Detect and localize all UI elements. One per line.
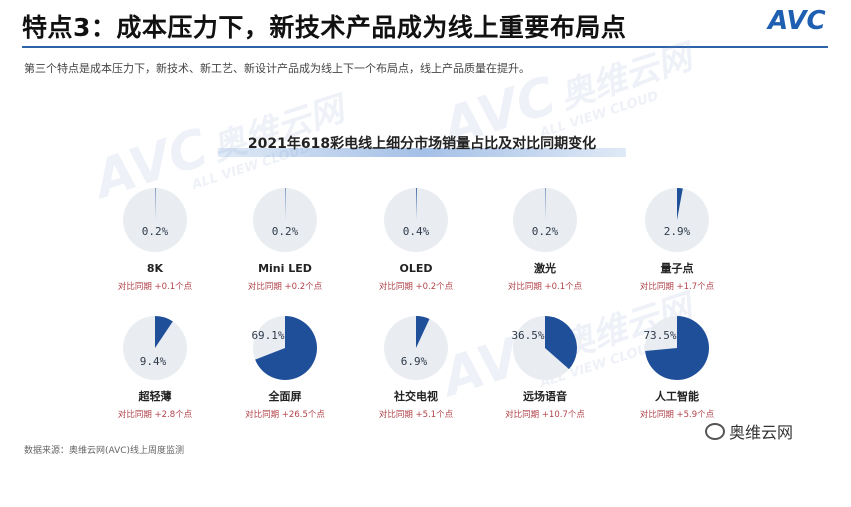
pie-value-label: 0.2% [142, 225, 169, 238]
pie-slice [155, 187, 156, 220]
pie-change-label: 对比同期 +5.9个点 [640, 409, 715, 420]
pie-change-label: 对比同期 +10.7个点 [505, 409, 585, 420]
pie-chart-3: 0.4% OLED 对比同期 +0.2个点 [379, 188, 454, 292]
pie-value-label: 69.1% [251, 329, 284, 342]
pie-change-label: 对比同期 +0.2个点 [379, 281, 454, 292]
pie-slice [677, 188, 683, 220]
pie-value-label: 36.5% [511, 329, 544, 342]
pie-category-label: OLED [399, 262, 432, 275]
wechat-icon [705, 423, 725, 440]
pie-value-label: 6.9% [401, 355, 428, 368]
chart-title-highlight [218, 148, 626, 157]
pie-slice [416, 316, 430, 348]
pie-chart-1: 0.2% 8K 对比同期 +0.1个点 [118, 187, 193, 292]
pie-slice [285, 187, 286, 220]
wechat-account: 奥维云网 [729, 423, 794, 442]
pie-value-label: 0.2% [532, 225, 559, 238]
pie-slice [155, 316, 173, 348]
pie-slice [416, 188, 417, 220]
chart-title-wrap: 2021年618彩电线上细分市场销量占比及对比同期变化 [218, 131, 626, 157]
pie-change-label: 对比同期 +0.1个点 [508, 281, 583, 292]
pie-chart-2: 0.2% Mini LED 对比同期 +0.2个点 [248, 187, 323, 292]
chart-title: 2021年618彩电线上细分市场销量占比及对比同期变化 [247, 136, 597, 152]
pie-slice [545, 187, 546, 220]
pie-category-label: 量子点 [661, 261, 694, 275]
pie-value-label: 9.4% [140, 355, 167, 368]
pie-category-label: 社交电视 [393, 389, 438, 403]
avc-logo: AVC [768, 6, 826, 36]
pie-change-label: 对比同期 +0.2个点 [248, 281, 323, 292]
pie-category-label: 全面屏 [268, 389, 302, 403]
pie-value-label: 0.4% [403, 225, 430, 238]
pie-change-label: 对比同期 +5.1个点 [379, 409, 454, 420]
pie-change-label: 对比同期 +2.8个点 [118, 409, 193, 420]
title-rule [22, 46, 828, 48]
pie-value-label: 2.9% [664, 225, 691, 238]
pie-change-label: 对比同期 +0.1个点 [118, 281, 193, 292]
pie-value-label: 73.5% [643, 329, 676, 342]
pie-change-label: 对比同期 +26.5个点 [245, 409, 325, 420]
pie-category-label: 超轻薄 [138, 389, 172, 403]
pie-category-label: 远场语音 [523, 389, 567, 403]
wechat-watermark: 奥维云网 [705, 419, 793, 443]
data-source: 数据来源：奥维云网(AVC)线上周度监测 [24, 446, 185, 456]
pie-slice [545, 316, 577, 370]
pie-slice [645, 316, 709, 380]
page-subtitle: 第三个特点是成本压力下，新技术、新工艺、新设计产品成为线上下一个布局点，线上产品… [24, 62, 530, 75]
pie-category-label: 人工智能 [655, 389, 699, 403]
pie-value-label: 0.2% [272, 225, 299, 238]
pie-slice [255, 316, 317, 380]
pie-change-label: 对比同期 +1.7个点 [640, 281, 715, 292]
pie-category-label: 激光 [534, 261, 556, 275]
page-title: 特点3：成本压力下，新技术产品成为线上重要布局点 [22, 13, 627, 42]
pie-category-label: 8K [147, 262, 164, 275]
pie-category-label: Mini LED [258, 262, 312, 275]
